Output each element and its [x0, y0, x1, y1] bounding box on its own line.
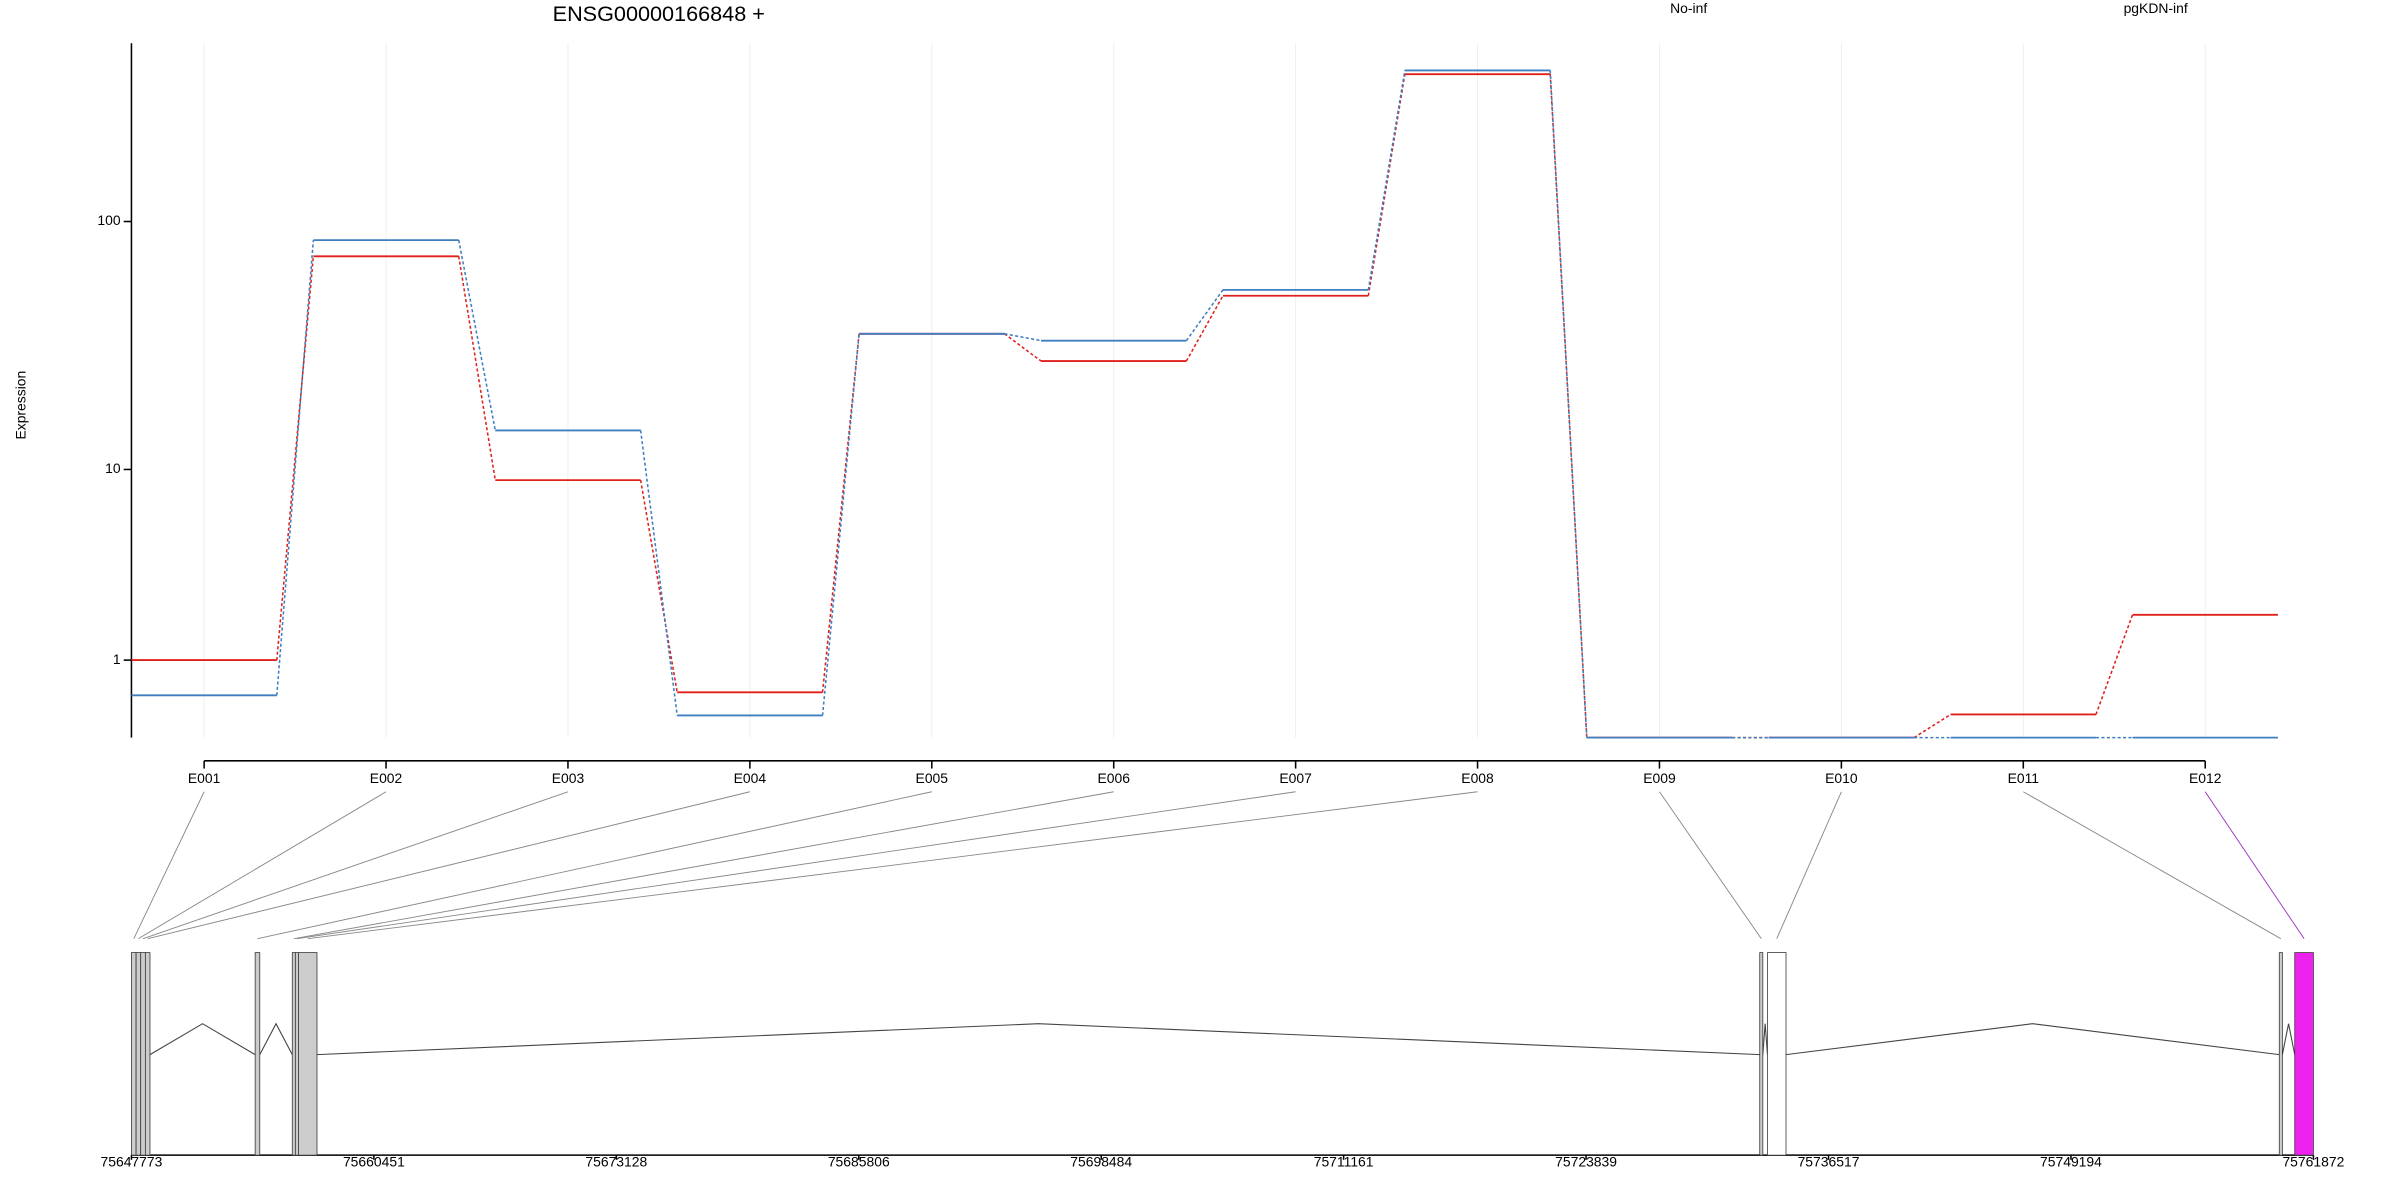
intron — [316, 1023, 1760, 1056]
x-tick-label: E003 — [552, 770, 585, 786]
connector — [2095, 614, 2134, 715]
y-tick-label: 100 — [97, 212, 120, 228]
exon — [291, 952, 296, 1156]
exon-link — [257, 791, 932, 940]
legend-entry: pgKDN-inf — [2124, 0, 2188, 16]
connector — [1367, 70, 1406, 291]
exon — [140, 952, 146, 1156]
y-tick-label: 1 — [113, 651, 121, 667]
exon-link — [2204, 791, 2305, 939]
connector — [639, 430, 678, 716]
exon — [135, 952, 142, 1156]
exon-link — [1776, 791, 1842, 939]
x-tick-label: E006 — [1097, 770, 1130, 786]
connector — [1913, 713, 1952, 739]
genome-tick-label: 75761872 — [2282, 1154, 2344, 1170]
connector — [1004, 333, 1042, 342]
x-tick-label: E012 — [2189, 770, 2222, 786]
connector — [821, 333, 860, 693]
y-tick-label: 10 — [105, 460, 121, 476]
intron — [2281, 1023, 2296, 1055]
connector — [457, 256, 497, 481]
intron — [1762, 1023, 1769, 1055]
genome-tick-label: 75647773 — [101, 1154, 163, 1170]
x-tick-label: E008 — [1461, 770, 1494, 786]
exon — [1767, 952, 1787, 1156]
exon — [2294, 952, 2314, 1156]
x-tick-label: E010 — [1825, 770, 1858, 786]
y-axis-label: Expression — [12, 371, 28, 440]
x-tick-label: E001 — [188, 770, 221, 786]
connector — [639, 479, 678, 693]
genome-tick-label: 75736517 — [1798, 1154, 1860, 1170]
exon — [2278, 952, 2283, 1156]
connector — [1185, 289, 1224, 342]
exon-link — [138, 791, 387, 940]
connector — [1185, 295, 1224, 362]
exon — [254, 952, 261, 1156]
exon-link — [296, 791, 1296, 940]
x-tick-label: E005 — [916, 770, 949, 786]
exon-link — [133, 791, 205, 939]
x-tick-label: E002 — [370, 770, 403, 786]
chart-title: ENSG00000166848 + — [553, 1, 765, 26]
exon-link — [142, 791, 569, 940]
x-tick-label: E011 — [2008, 770, 2040, 786]
exon-link — [147, 791, 750, 940]
connector — [276, 256, 315, 661]
exon — [131, 952, 137, 1156]
connector — [457, 239, 497, 431]
genome-tick-label: 75660451 — [343, 1154, 405, 1170]
exon-link — [2023, 791, 2282, 940]
connector — [821, 333, 860, 716]
connector — [1004, 333, 1042, 362]
x-tick-label: E007 — [1279, 770, 1312, 786]
intron — [1785, 1023, 2280, 1056]
exon — [298, 952, 318, 1156]
genome-tick-label: 75711161 — [1314, 1154, 1374, 1170]
x-tick-label: E009 — [1643, 770, 1676, 786]
exon — [144, 952, 151, 1156]
genome-tick-label: 75698484 — [1070, 1154, 1132, 1170]
genome-tick-label: 75749194 — [2040, 1154, 2102, 1170]
x-tick-label: E004 — [734, 770, 767, 786]
legend-entry: No-inf — [1670, 0, 1707, 16]
genome-tick-label: 75673128 — [585, 1154, 647, 1170]
genome-tick-label: 75685806 — [828, 1154, 890, 1170]
genome-tick-label: 75723839 — [1555, 1154, 1617, 1170]
intron — [259, 1022, 293, 1055]
exon-link — [293, 791, 1114, 940]
exon-link — [307, 791, 1478, 940]
exon-link — [1659, 791, 1762, 939]
exon — [294, 952, 299, 1156]
exon — [1759, 952, 1764, 1156]
connector — [276, 240, 315, 696]
intron — [149, 1023, 256, 1056]
